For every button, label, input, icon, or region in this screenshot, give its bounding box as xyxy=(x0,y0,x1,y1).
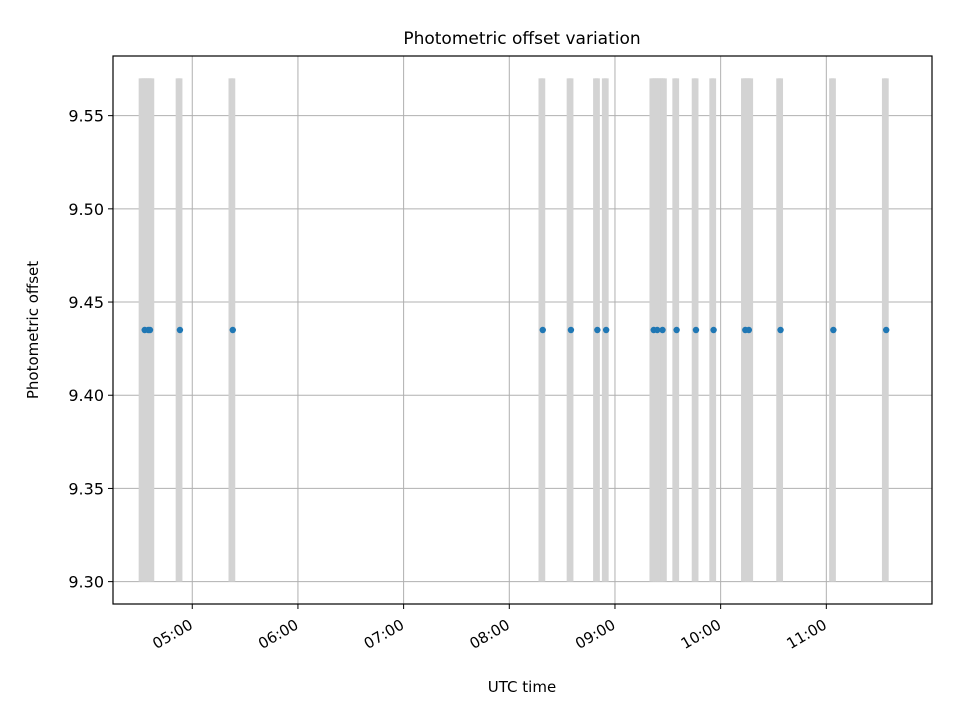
y-tick-label: 9.55 xyxy=(68,107,104,126)
x-tick-label: 06:00 xyxy=(255,616,301,653)
data-point xyxy=(539,326,546,334)
y-tick-label: 9.30 xyxy=(68,573,104,592)
x-tick-label: 11:00 xyxy=(783,616,829,653)
data-point xyxy=(745,326,753,334)
x-tick-label: 08:00 xyxy=(466,616,512,653)
y-tick-label: 9.40 xyxy=(68,386,104,405)
data-point xyxy=(146,326,154,334)
x-tick-label: 10:00 xyxy=(678,616,724,653)
data-points xyxy=(141,326,890,334)
plot-frame xyxy=(112,55,933,605)
x-tick-label: 05:00 xyxy=(149,616,195,653)
x-axis-label: UTC time xyxy=(488,678,556,696)
data-point xyxy=(673,326,680,334)
y-axis-label: Photometric offset xyxy=(24,261,42,399)
grid-lines xyxy=(113,56,932,604)
data-point xyxy=(883,326,890,334)
data-point xyxy=(176,326,184,334)
chart-title: Photometric offset variation xyxy=(403,29,640,49)
data-point xyxy=(594,326,601,334)
y-tick-label: 9.45 xyxy=(68,293,104,312)
data-point xyxy=(830,326,837,334)
data-point xyxy=(659,326,666,334)
data-point xyxy=(692,326,700,334)
data-point xyxy=(229,326,236,334)
interval-bars xyxy=(138,78,889,582)
data-point xyxy=(777,326,784,334)
y-tick-label: 9.50 xyxy=(68,200,104,219)
data-point xyxy=(654,326,661,334)
data-point xyxy=(602,326,610,334)
x-tick-label: 07:00 xyxy=(361,616,407,653)
x-tick-label: 09:00 xyxy=(572,616,618,653)
data-point xyxy=(567,326,575,334)
x-axis-ticks: 05:00 06:00 07:00 08:00 09:00 10:00 11:00 xyxy=(149,604,830,653)
y-axis-ticks: 9.30 9.35 9.40 9.45 9.50 9.55 xyxy=(68,107,113,592)
data-point xyxy=(710,326,717,334)
y-tick-label: 9.35 xyxy=(68,479,104,498)
